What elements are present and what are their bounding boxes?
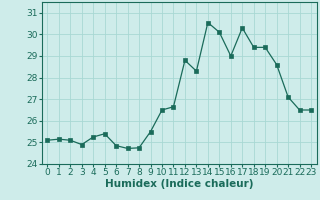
X-axis label: Humidex (Indice chaleur): Humidex (Indice chaleur) [105, 179, 253, 189]
